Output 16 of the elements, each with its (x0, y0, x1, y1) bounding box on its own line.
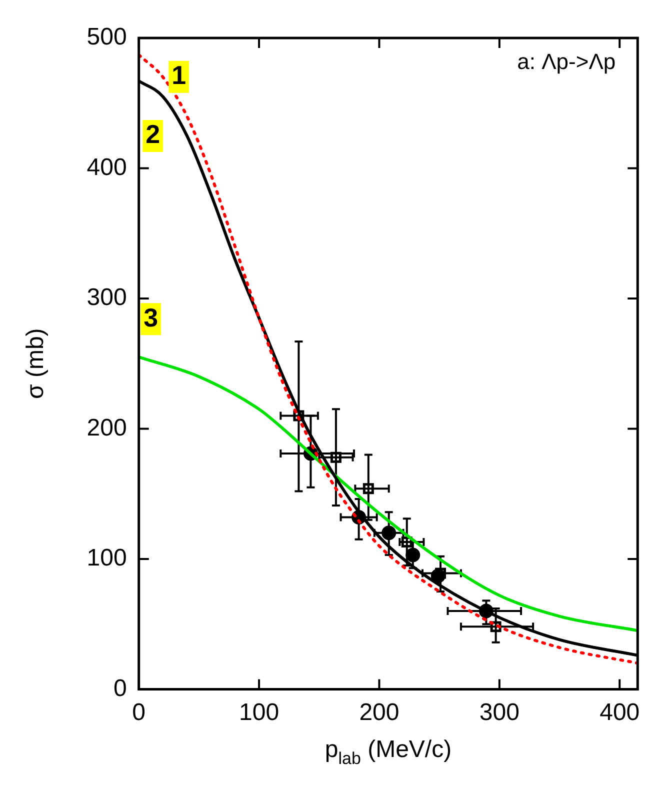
series-label: 2 (146, 119, 160, 150)
y-tick-label: 200 (86, 414, 127, 442)
annotation: a: Λp->Λp (517, 49, 616, 74)
x-tick-label: 300 (479, 699, 520, 726)
x-tick-label: 0 (132, 699, 146, 726)
y-tick-label: 0 (113, 674, 127, 702)
y-tick-label: 300 (86, 284, 127, 312)
x-tick-label: 200 (359, 699, 400, 726)
y-tick-label: 500 (86, 24, 127, 51)
series-label: 3 (144, 302, 158, 332)
y-tick-label: 400 (86, 154, 127, 181)
series-label: 1 (172, 60, 186, 90)
y-axis-title: σ (mb) (22, 328, 50, 400)
x-tick-label: 400 (600, 699, 640, 726)
x-tick-label: 100 (239, 699, 280, 726)
y-tick-label: 100 (86, 544, 127, 572)
